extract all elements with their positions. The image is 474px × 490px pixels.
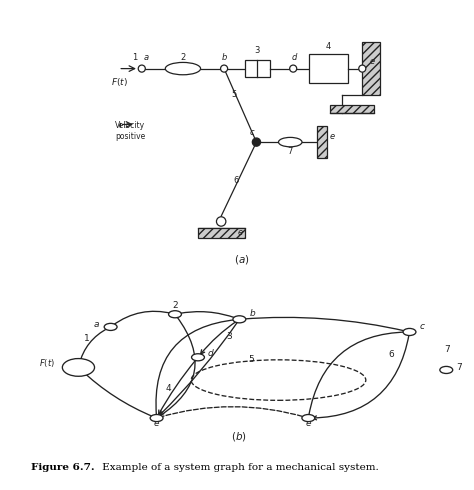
Text: 6: 6 (389, 350, 394, 359)
Bar (310, 54, 347, 83)
Text: c: c (250, 128, 255, 137)
Text: $( a )$: $( a )$ (234, 253, 249, 266)
Circle shape (191, 354, 204, 361)
FancyArrowPatch shape (156, 319, 237, 416)
Text: 2: 2 (180, 53, 185, 62)
Text: 7: 7 (288, 147, 293, 156)
Text: Example of a system graph for a mechanical system.: Example of a system graph for a mechanic… (99, 464, 379, 472)
Text: d: d (207, 349, 213, 358)
Text: a: a (94, 320, 99, 329)
FancyArrowPatch shape (160, 321, 238, 415)
Text: 1: 1 (84, 334, 90, 343)
Bar (330, 105, 374, 113)
Text: $( b )$: $( b )$ (231, 430, 247, 443)
Circle shape (169, 311, 182, 318)
Circle shape (252, 138, 261, 146)
Bar (245, 60, 270, 77)
Text: 7: 7 (456, 363, 462, 372)
FancyArrowPatch shape (201, 321, 237, 354)
Text: 3: 3 (227, 332, 232, 341)
Text: 1: 1 (132, 53, 137, 62)
Text: 3: 3 (255, 47, 260, 55)
FancyArrowPatch shape (159, 317, 195, 416)
Bar (362, 42, 380, 95)
Circle shape (359, 65, 366, 72)
Text: a: a (144, 53, 149, 62)
Text: b: b (222, 53, 228, 62)
Text: e: e (154, 418, 159, 428)
Text: 5: 5 (231, 90, 237, 98)
Text: 2: 2 (172, 301, 178, 310)
Text: Velocity
positive: Velocity positive (115, 121, 146, 141)
Text: 4: 4 (326, 43, 331, 51)
Circle shape (138, 65, 146, 72)
Ellipse shape (165, 62, 201, 75)
Text: $F(t)$: $F(t)$ (38, 357, 55, 369)
Circle shape (220, 65, 228, 72)
Circle shape (403, 328, 416, 336)
Text: e: e (330, 132, 335, 141)
FancyArrowPatch shape (309, 332, 407, 416)
Text: d: d (292, 53, 297, 62)
Text: e: e (306, 418, 311, 428)
Text: c: c (419, 322, 425, 331)
Text: 6: 6 (233, 176, 238, 185)
Text: e: e (237, 228, 243, 237)
Circle shape (150, 415, 163, 421)
Text: Figure 6.7.: Figure 6.7. (31, 464, 94, 472)
Text: b: b (249, 309, 255, 318)
FancyArrowPatch shape (159, 407, 306, 417)
FancyArrowPatch shape (79, 328, 108, 365)
Ellipse shape (279, 137, 302, 147)
Circle shape (440, 367, 453, 373)
Text: 4: 4 (166, 385, 172, 393)
Bar (198, 228, 245, 238)
Circle shape (63, 359, 94, 376)
Text: 7: 7 (444, 345, 450, 354)
Bar (317, 126, 327, 158)
FancyArrowPatch shape (159, 360, 196, 415)
FancyArrowPatch shape (113, 311, 173, 325)
Circle shape (217, 217, 226, 226)
Text: e: e (370, 57, 375, 66)
Circle shape (290, 65, 297, 72)
FancyArrowPatch shape (81, 369, 154, 417)
Circle shape (104, 323, 117, 330)
Circle shape (302, 415, 315, 421)
Circle shape (233, 316, 246, 323)
Text: 5: 5 (248, 355, 255, 365)
FancyArrowPatch shape (312, 335, 409, 420)
Text: $F(t)$: $F(t)$ (111, 76, 128, 88)
FancyArrowPatch shape (178, 312, 237, 318)
FancyArrowPatch shape (242, 318, 407, 331)
